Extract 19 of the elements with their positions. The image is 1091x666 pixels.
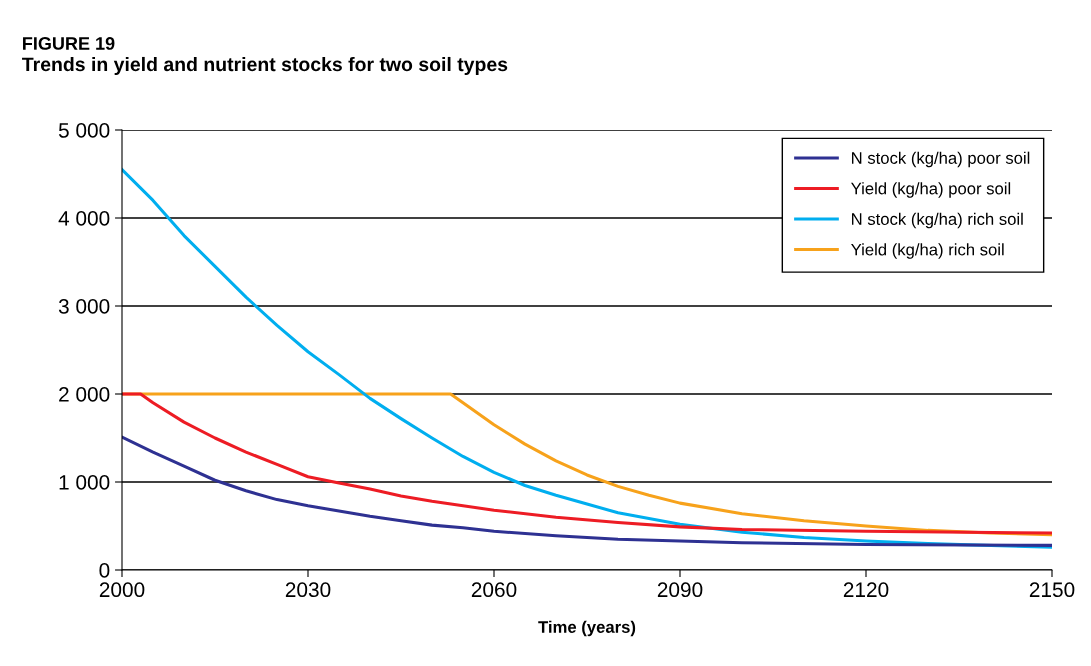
- y-tick-label: 0: [99, 563, 110, 578]
- x-axis-title: Time (years): [538, 620, 636, 637]
- y-tick-label: 5 000: [58, 123, 110, 138]
- y-tick-label: 4 000: [58, 211, 110, 226]
- legend-label: N stock (kg/ha) rich soil: [852, 212, 1023, 229]
- x-tick-label: 2120: [843, 582, 889, 598]
- x-tick-label: 2150: [1029, 582, 1075, 598]
- y-tick-label: 2 000: [59, 387, 110, 402]
- legend-label: N stock (kg/ha) poor soil: [852, 151, 1030, 168]
- legend-label: Yield (kg/ha) poor soil: [851, 182, 1011, 198]
- x-tick-label: 2060: [471, 582, 517, 598]
- chart-subtitle: Trends in yield and nutrient stocks for two soil types: [22, 56, 508, 76]
- chart-title: FIGURE 19: [23, 37, 115, 50]
- y-tick-label: 1 000: [59, 475, 110, 490]
- x-tick-label: 2000: [99, 582, 145, 598]
- x-tick-label: 2030: [285, 582, 331, 598]
- legend-label: Yield (kg/ha) rich soil: [851, 243, 1004, 259]
- y-tick-label: 3 000: [58, 299, 110, 314]
- x-tick-label: 2090: [657, 582, 703, 598]
